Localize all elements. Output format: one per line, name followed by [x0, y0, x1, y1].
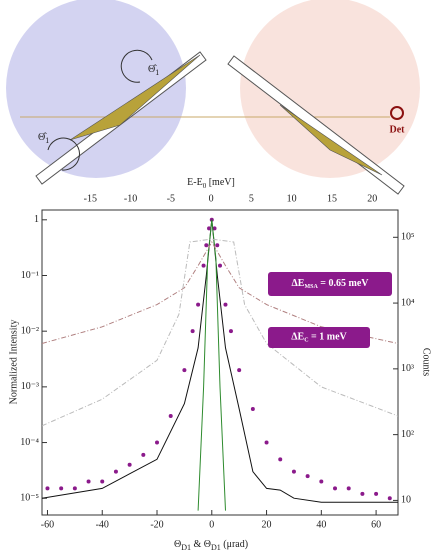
crystal-region-2 [240, 0, 420, 178]
annotation-sub: C [304, 338, 308, 344]
y-tick-label: 10⁻⁴ [20, 437, 39, 448]
data-point [59, 486, 64, 491]
annotation: ΔEMSA = 0.65 meV [292, 278, 370, 290]
energy-tick-label: -10 [124, 193, 137, 204]
data-point [190, 329, 195, 334]
data-point [218, 263, 222, 268]
data-point [319, 479, 324, 484]
y-tick-label: 10⁻² [21, 325, 39, 336]
x-tick-label: 40 [316, 519, 326, 530]
x-tick-label: 20 [262, 519, 272, 530]
data-point [264, 440, 269, 445]
y2-tick-label: 10⁴ [401, 297, 415, 308]
wedge [69, 54, 201, 141]
energy-tick-label: 15 [327, 193, 337, 204]
wedge [279, 104, 383, 176]
series-line [42, 241, 398, 344]
annotation-box [268, 327, 370, 348]
annotation-main: ΔE [292, 278, 305, 289]
energy-tick-label: -5 [167, 193, 175, 204]
series-line [42, 219, 398, 503]
y2-tick-label: 10² [401, 429, 414, 440]
annotation: ΔEC = 1 meV [291, 332, 347, 344]
y-tick-label: 10⁻¹ [21, 270, 39, 281]
crystal-region-1 [6, 0, 186, 178]
plot-area [42, 217, 398, 511]
data-point [360, 491, 365, 496]
annotation-main: ΔE [291, 332, 304, 343]
data-point [196, 302, 201, 307]
annotation-rest: = 0.65 meV [318, 278, 369, 289]
energy-axis-label: E-E0 [meV] [187, 177, 235, 189]
data-point [305, 474, 310, 479]
detector [390, 106, 404, 120]
y2-tick-label: 10⁵ [401, 232, 415, 243]
data-point [204, 243, 209, 248]
y-axis-label: Normalized Intensity [8, 320, 19, 405]
data-point [201, 263, 206, 268]
data-point [237, 368, 242, 373]
rotation-arrow [120, 49, 153, 83]
data-point [212, 226, 217, 231]
data-point [182, 368, 187, 373]
data-point [250, 407, 255, 412]
data-point [113, 469, 118, 474]
x-tick-label: -60 [41, 519, 54, 530]
data-point [168, 413, 173, 418]
x-tick-label: -40 [96, 519, 109, 530]
annotation-sub: MSA [304, 284, 318, 290]
x-tick-label: 60 [371, 519, 381, 530]
data-point [374, 491, 379, 496]
series-line [42, 238, 398, 427]
data-point [387, 496, 392, 501]
data-point [215, 243, 220, 248]
data-point [228, 329, 233, 334]
energy-tick-label: 20 [367, 193, 377, 204]
data-point [86, 479, 91, 484]
x-tick-label: 0 [209, 519, 214, 530]
annotation-box [268, 272, 392, 296]
data-point [141, 452, 146, 457]
y-tick-label: 10⁻³ [21, 381, 39, 392]
data-point [72, 486, 77, 491]
data-point [346, 486, 351, 491]
energy-tick-label: 10 [287, 193, 297, 204]
y2-axis-label: Counts [421, 348, 432, 376]
detector-label: Det [390, 124, 406, 135]
energy-tick-label: 0 [209, 193, 214, 204]
data-point [45, 486, 50, 491]
annotation-rest: = 1 meV [309, 332, 348, 343]
rotation-label: Θ̂1 [148, 64, 159, 77]
y-tick-label: 10⁻⁵ [20, 493, 39, 504]
crystal-pair-2 [227, 55, 405, 195]
y2-tick-label: 10 [401, 495, 411, 506]
plot-frame [41, 209, 399, 516]
data-point [291, 469, 296, 474]
data-point [223, 302, 228, 307]
series-line [197, 219, 226, 511]
y2-tick-label: 10³ [401, 363, 414, 374]
x-tick-label: -20 [150, 519, 163, 530]
data-point [100, 479, 105, 484]
data-point [333, 486, 338, 491]
crystal [227, 55, 405, 195]
x-axis-label: ΘD1 & ΘD1 (μrad) [174, 539, 248, 552]
data-point [207, 226, 212, 231]
data-point [127, 462, 132, 467]
energy-tick-label: -15 [84, 193, 97, 204]
rotation-arrow [47, 137, 80, 171]
energy-tick-label: 5 [249, 193, 254, 204]
data-point [155, 440, 160, 445]
crystal-pair-1 [35, 51, 207, 185]
rotation-label: Θ̂1 [38, 132, 49, 145]
data-point [278, 457, 283, 462]
y-tick-label: 1 [34, 214, 39, 225]
